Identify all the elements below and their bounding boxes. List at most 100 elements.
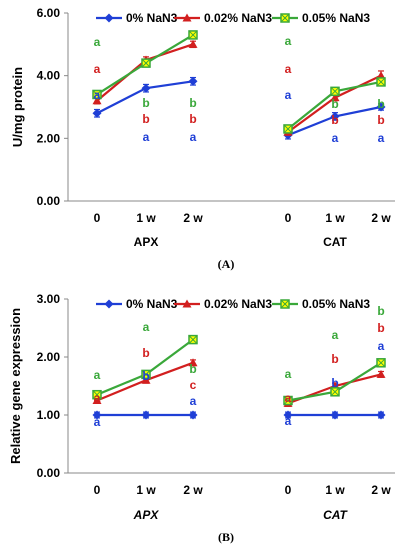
data-point [331, 411, 340, 420]
significance-letter: b [142, 96, 149, 110]
panel-label: (B) [218, 530, 234, 544]
y-tick-label: 2.00 [37, 131, 61, 145]
significance-letter: b [142, 369, 149, 383]
data-point [93, 109, 102, 118]
legend-item: 0.05% NaN3 [272, 297, 370, 311]
significance-letter: b [331, 376, 338, 390]
significance-letter: a [94, 368, 101, 382]
significance-letter: a [190, 394, 197, 408]
x-tick-label: 2 w [183, 211, 203, 225]
x-tick-label: 1 w [325, 483, 345, 497]
significance-letter: b [189, 362, 196, 376]
x-tick-label: 1 w [136, 211, 156, 225]
y-tick-label: 2.00 [37, 350, 61, 364]
legend-item: 0% NaN3 [96, 11, 178, 25]
y-tick-label: 4.00 [37, 69, 61, 83]
legend-item: 0.02% NaN3 [174, 297, 272, 311]
significance-letter: a [143, 130, 150, 144]
significance-letter: b [331, 113, 338, 127]
data-point [284, 125, 292, 133]
data-point [377, 359, 385, 367]
legend-item: 0% NaN3 [96, 297, 178, 311]
group-label: APX [133, 508, 160, 522]
significance-letter: a [332, 131, 339, 145]
significance-letter: b [377, 321, 384, 335]
legend: 0% NaN3 0.02% NaN3 0.05% NaN3 [96, 297, 370, 311]
legend-item: 0.02% NaN3 [174, 11, 272, 25]
y-tick-label: 3.00 [37, 292, 61, 306]
significance-letter: a [143, 320, 150, 334]
significance-letter: a [332, 328, 339, 342]
y-axis-label: Relative gene expression [8, 308, 23, 464]
series-1 [93, 358, 386, 407]
significance-letter: a [285, 391, 292, 405]
significance-letter: a [94, 88, 101, 102]
x-tick-label: 2 w [371, 211, 391, 225]
x-tick-label: 0 [285, 211, 292, 225]
x-tick-label: 0 [285, 483, 292, 497]
x-tick-label: 0 [94, 211, 101, 225]
data-point [377, 78, 385, 86]
significance-letter: b [142, 112, 149, 126]
data-point [142, 84, 151, 93]
legend-item: 0.05% NaN3 [272, 11, 370, 25]
significance-letter: b [189, 96, 196, 110]
y-tick-label: 6.00 [37, 6, 61, 20]
data-point [189, 77, 198, 86]
significance-letter: a [94, 62, 101, 76]
significance-letter: b [142, 346, 149, 360]
chart-panel-b: 0.00 1.00 2.00 3.00 Relative gene expression… [8, 292, 395, 544]
x-tick-label: 1 w [325, 211, 345, 225]
significance-letter: a [285, 367, 292, 381]
y-axis-label: U/mg protein [10, 67, 25, 147]
significance-letter: b [189, 112, 196, 126]
significance-letter: a [285, 34, 292, 48]
significance-letter: c [190, 378, 197, 392]
data-point [142, 411, 151, 420]
significance-letter: a [94, 391, 101, 405]
significance-letter: b [377, 113, 384, 127]
significance-letter: a [285, 414, 292, 428]
series-0 [93, 77, 386, 140]
group-label: CAT [323, 235, 347, 249]
significance-letter: a [285, 88, 292, 102]
group-label: CAT [323, 508, 348, 522]
significance-letter: a [190, 130, 197, 144]
legend: 0% NaN3 0.02% NaN3 0.05% NaN3 [96, 11, 370, 25]
x-tick-label: 0 [94, 483, 101, 497]
significance-letter: a [378, 131, 385, 145]
series-0 [93, 411, 386, 420]
data-point [331, 87, 339, 95]
series-2 [93, 31, 385, 133]
data-point [189, 336, 197, 344]
group-label: APX [134, 235, 159, 249]
data-point [189, 31, 197, 39]
significance-letter: b [377, 97, 384, 111]
chart-panel-a: 0.00 2.00 4.00 6.00 U/mg protein 0 1 w 2 w APX 0 1… [10, 6, 395, 271]
data-point [189, 411, 198, 420]
legend-label: 0.02% NaN3 [204, 297, 272, 311]
significance-letter: a [94, 35, 101, 49]
legend-label: 0% NaN3 [126, 297, 178, 311]
significance-letter: b [377, 304, 384, 318]
x-tick-label: 1 w [136, 483, 156, 497]
significance-letter: b [331, 352, 338, 366]
legend-marker [281, 14, 289, 22]
legend-marker [105, 14, 114, 23]
legend-marker [281, 300, 289, 308]
legend-label: 0.02% NaN3 [204, 11, 272, 25]
significance-letter: a [94, 415, 101, 429]
y-tick-label: 0.00 [37, 466, 61, 480]
x-tick-label: 2 w [183, 483, 203, 497]
series-1 [93, 40, 386, 136]
data-point [189, 40, 198, 48]
y-tick-label: 1.00 [37, 408, 61, 422]
data-point [377, 411, 386, 420]
significance-letter: b [331, 97, 338, 111]
panel-label: (A) [218, 257, 235, 271]
significance-letter: a [378, 339, 385, 353]
series-2 [93, 336, 385, 405]
y-tick-label: 0.00 [37, 194, 61, 208]
significance-letter: a [285, 62, 292, 76]
